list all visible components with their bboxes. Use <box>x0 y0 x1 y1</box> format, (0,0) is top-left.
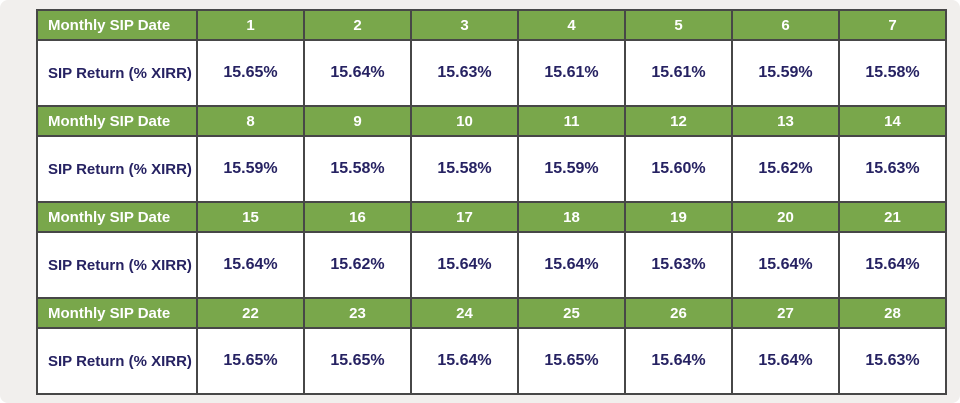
sip-return-cell: 15.63% <box>410 39 519 107</box>
sip-date-cell: 2 <box>303 9 412 41</box>
sip-date-cell: 24 <box>410 297 519 329</box>
sip-date-cell: 16 <box>303 201 412 233</box>
row-label-sip-return: SIP Return (% XIRR) <box>36 327 198 395</box>
sip-return-cell: 15.64% <box>410 327 519 395</box>
sip-date-cell: 8 <box>196 105 305 137</box>
row-label-sip-return: SIP Return (% XIRR) <box>36 39 198 107</box>
sip-date-header-row: Monthly SIP Date 8 9 10 11 12 13 14 <box>36 105 947 137</box>
sip-return-row: SIP Return (% XIRR) 15.64% 15.62% 15.64%… <box>36 231 947 299</box>
sip-return-cell: 15.64% <box>838 231 947 299</box>
sip-date-cell: 22 <box>196 297 305 329</box>
row-label-sip-return: SIP Return (% XIRR) <box>36 231 198 299</box>
sip-return-cell: 15.65% <box>196 327 305 395</box>
sip-date-cell: 28 <box>838 297 947 329</box>
sip-date-cell: 15 <box>196 201 305 233</box>
sip-return-cell: 15.58% <box>838 39 947 107</box>
row-label-monthly-sip-date: Monthly SIP Date <box>36 297 198 329</box>
sip-date-cell: 17 <box>410 201 519 233</box>
sip-return-cell: 15.62% <box>731 135 840 203</box>
sip-return-cell: 15.64% <box>410 231 519 299</box>
sip-return-cell: 15.64% <box>303 39 412 107</box>
sip-date-cell: 26 <box>624 297 733 329</box>
sip-date-cell: 21 <box>838 201 947 233</box>
sip-return-cell: 15.64% <box>517 231 626 299</box>
sip-date-cell: 6 <box>731 9 840 41</box>
sip-return-cell: 15.65% <box>196 39 305 107</box>
sip-date-cell: 7 <box>838 9 947 41</box>
sip-date-cell: 10 <box>410 105 519 137</box>
sip-date-cell: 12 <box>624 105 733 137</box>
sip-date-cell: 4 <box>517 9 626 41</box>
row-label-monthly-sip-date: Monthly SIP Date <box>36 201 198 233</box>
sip-return-cell: 15.61% <box>517 39 626 107</box>
sip-return-cell: 15.63% <box>838 135 947 203</box>
sip-return-row: SIP Return (% XIRR) 15.65% 15.65% 15.64%… <box>36 327 947 395</box>
sip-return-row: SIP Return (% XIRR) 15.65% 15.64% 15.63%… <box>36 39 947 107</box>
sip-date-cell: 9 <box>303 105 412 137</box>
sip-return-cell: 15.65% <box>303 327 412 395</box>
sip-date-cell: 14 <box>838 105 947 137</box>
sip-date-cell: 13 <box>731 105 840 137</box>
sip-return-cell: 15.60% <box>624 135 733 203</box>
sip-return-cell: 15.61% <box>624 39 733 107</box>
sip-date-cell: 20 <box>731 201 840 233</box>
sip-returns-table: Monthly SIP Date 1 2 3 4 5 6 7 SIP Retur… <box>36 9 947 395</box>
sip-return-cell: 15.64% <box>731 327 840 395</box>
sip-date-cell: 1 <box>196 9 305 41</box>
sip-return-cell: 15.63% <box>838 327 947 395</box>
sip-return-cell: 15.59% <box>731 39 840 107</box>
sip-return-cell: 15.58% <box>410 135 519 203</box>
sip-return-cell: 15.64% <box>624 327 733 395</box>
sip-return-cell: 15.58% <box>303 135 412 203</box>
row-label-sip-return: SIP Return (% XIRR) <box>36 135 198 203</box>
sip-return-cell: 15.59% <box>517 135 626 203</box>
sip-date-cell: 23 <box>303 297 412 329</box>
row-label-monthly-sip-date: Monthly SIP Date <box>36 9 198 41</box>
sip-date-header-row: Monthly SIP Date 22 23 24 25 26 27 28 <box>36 297 947 329</box>
sip-return-cell: 15.64% <box>731 231 840 299</box>
sip-date-cell: 25 <box>517 297 626 329</box>
sip-date-cell: 19 <box>624 201 733 233</box>
sip-date-cell: 27 <box>731 297 840 329</box>
sip-return-cell: 15.65% <box>517 327 626 395</box>
sip-date-cell: 3 <box>410 9 519 41</box>
sip-date-cell: 5 <box>624 9 733 41</box>
sip-return-cell: 15.64% <box>196 231 305 299</box>
sip-return-cell: 15.63% <box>624 231 733 299</box>
sip-return-cell: 15.62% <box>303 231 412 299</box>
sip-date-cell: 11 <box>517 105 626 137</box>
row-label-monthly-sip-date: Monthly SIP Date <box>36 105 198 137</box>
sip-date-cell: 18 <box>517 201 626 233</box>
sip-return-row: SIP Return (% XIRR) 15.59% 15.58% 15.58%… <box>36 135 947 203</box>
sip-date-header-row: Monthly SIP Date 15 16 17 18 19 20 21 <box>36 201 947 233</box>
sip-return-cell: 15.59% <box>196 135 305 203</box>
sip-date-header-row: Monthly SIP Date 1 2 3 4 5 6 7 <box>36 9 947 41</box>
